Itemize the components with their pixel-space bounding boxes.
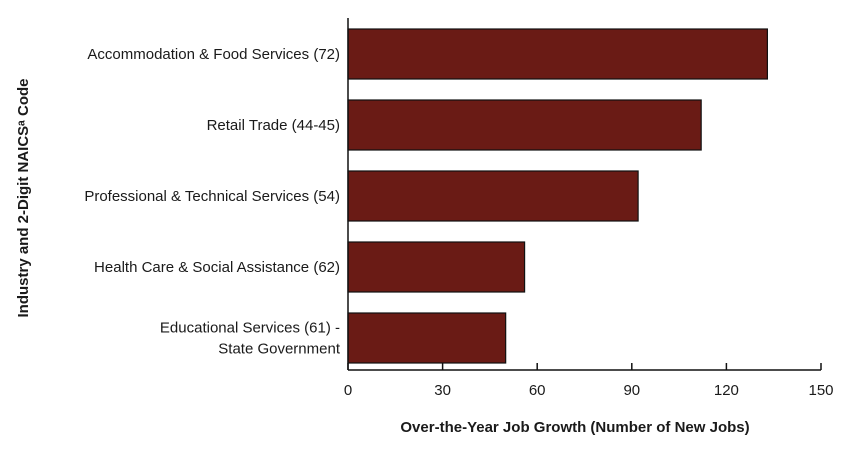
bar-4 xyxy=(347,312,507,364)
x-tick-label-3: 90 xyxy=(623,382,640,399)
category-labels-group: Accommodation & Food Services (72) Retail… xyxy=(84,46,341,358)
category-label-4-line-1: State Government xyxy=(218,341,341,358)
bar-0 xyxy=(347,28,768,80)
category-label-2-line-0: Professional & Technical Services (54) xyxy=(84,188,340,205)
category-label-0-line-0: Accommodation & Food Services (72) xyxy=(87,46,340,63)
y-axis-title: Industry and 2-Digit NAICSᵃ Code xyxy=(15,78,32,317)
category-label-4: Educational Services (61) - State Governm… xyxy=(160,320,341,358)
bar-2 xyxy=(347,170,639,222)
category-label-3: Health Care & Social Assistance (62) xyxy=(94,259,340,276)
x-tick-label-5: 150 xyxy=(808,382,833,399)
category-label-0: Accommodation & Food Services (72) xyxy=(87,46,340,63)
bars-group xyxy=(347,28,768,364)
bar-3 xyxy=(347,241,526,293)
category-label-1-line-0: Retail Trade (44-45) xyxy=(207,117,340,134)
category-label-3-line-0: Health Care & Social Assistance (62) xyxy=(94,259,340,276)
x-tick-label-1: 30 xyxy=(434,382,451,399)
bar-1 xyxy=(347,99,702,151)
x-axis-title: Over-the-Year Job Growth (Number of New … xyxy=(400,419,749,436)
category-label-4-line-0: Educational Services (61) - xyxy=(160,320,340,337)
category-label-1: Retail Trade (44-45) xyxy=(207,117,340,134)
x-tick-label-0: 0 xyxy=(344,382,352,399)
category-label-2: Professional & Technical Services (54) xyxy=(84,188,340,205)
x-ticks-group: 0 30 60 90 120 150 xyxy=(344,363,834,399)
x-tick-label-2: 60 xyxy=(529,382,546,399)
x-tick-label-4: 120 xyxy=(714,382,739,399)
axes-group xyxy=(347,18,821,371)
